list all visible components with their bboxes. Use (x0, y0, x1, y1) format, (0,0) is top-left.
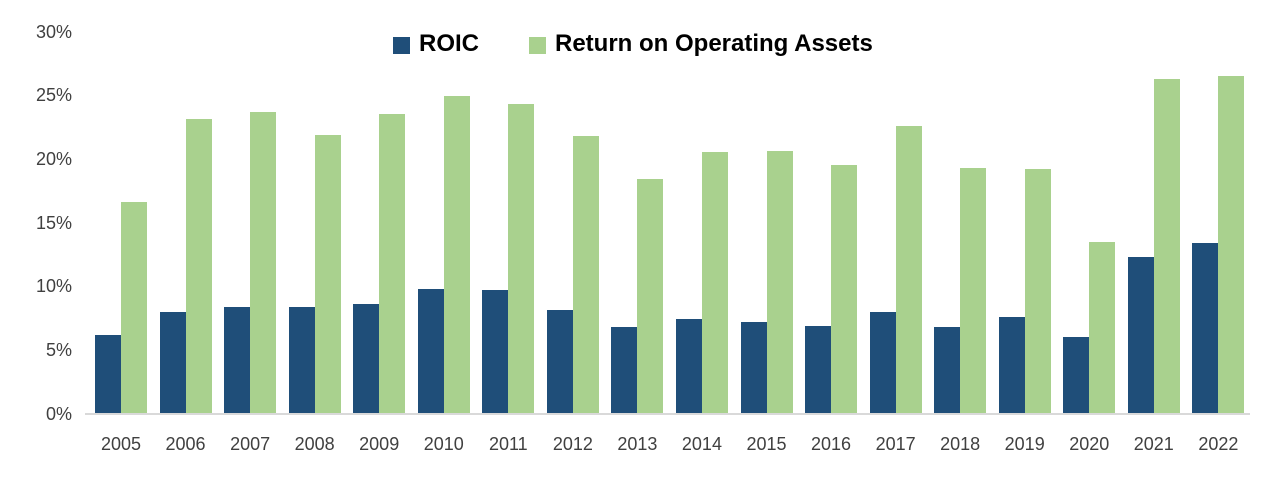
legend-label-roa: Return on Operating Assets (555, 30, 873, 57)
legend-swatch-roa (529, 36, 546, 54)
bar-roa-2005 (121, 202, 147, 414)
bar-roa-2018 (960, 167, 987, 414)
legend-item-roa: Return on Operating Assets (529, 30, 873, 58)
x-axis-label-2019: 2019 (1004, 434, 1045, 454)
bar-roic-2022 (1192, 242, 1219, 414)
bar-roic-2012 (546, 310, 573, 414)
x-axis-label-2018: 2018 (940, 434, 981, 454)
chart-legend: ROIC Return on Operating Assets (393, 30, 873, 58)
y-axis-tick-5: 5% (45, 339, 72, 360)
bar-roa-2020 (1089, 241, 1116, 414)
x-axis-label-2009: 2009 (359, 434, 400, 454)
x-axis-label-2016: 2016 (811, 434, 852, 454)
bar-roa-2022 (1218, 76, 1245, 414)
x-axis-label-2010: 2010 (423, 434, 464, 454)
y-axis-tick-20: 20% (35, 148, 72, 169)
x-axis-label-2013: 2013 (617, 434, 658, 454)
y-axis-tick-30: 30% (35, 21, 72, 42)
bar-roa-2009 (379, 114, 406, 414)
x-axis-label-2011: 2011 (488, 434, 528, 454)
bar-roa-2014 (701, 152, 728, 414)
bar-roa-2021 (1153, 78, 1180, 414)
bar-roa-2013 (637, 179, 664, 414)
x-axis-label-2006: 2006 (165, 434, 206, 454)
bar-roa-2012 (572, 135, 599, 414)
bar-roic-2020 (1063, 337, 1090, 414)
bar-roa-2007 (250, 111, 277, 414)
y-axis-tick-10: 10% (35, 276, 72, 297)
bar-roic-2010 (417, 288, 444, 414)
legend-label-roic: ROIC (419, 30, 479, 57)
x-axis-label-2020: 2020 (1069, 434, 1110, 454)
x-axis-label-2017: 2017 (875, 434, 916, 454)
bar-roic-2015 (740, 321, 767, 414)
y-axis-tick-15: 15% (35, 212, 72, 233)
bar-roic-2006 (159, 311, 186, 414)
bar-roa-2016 (831, 165, 858, 414)
x-axis-label-2008: 2008 (294, 434, 335, 454)
bar-roic-2018 (934, 326, 961, 414)
bar-roic-2007 (224, 306, 251, 414)
x-axis-label-2014: 2014 (681, 434, 722, 454)
bar-roic-2019 (998, 316, 1025, 414)
y-axis-tick-25: 25% (35, 85, 72, 106)
x-axis-label-2021: 2021 (1133, 434, 1174, 454)
bar-roic-2014 (675, 319, 702, 414)
x-axis-label-2012: 2012 (552, 434, 593, 454)
bar-roa-2017 (895, 125, 922, 414)
bar-roa-2010 (443, 96, 470, 414)
bar-roa-2011 (508, 104, 535, 414)
x-axis-label-2007: 2007 (230, 434, 271, 454)
x-axis-label-2005: 2005 (100, 434, 142, 454)
bar-roic-2017 (869, 311, 896, 414)
bar-roic-2016 (805, 325, 832, 414)
bar-roic-2011 (482, 289, 509, 414)
y-axis-tick-0: 0% (45, 403, 72, 424)
bar-roa-2015 (766, 151, 793, 414)
legend-swatch-roic (393, 36, 410, 54)
x-axis-label-2015: 2015 (746, 434, 787, 454)
x-axis-line (85, 413, 1250, 415)
bar-roa-2008 (314, 134, 341, 414)
bar-roic-2021 (1127, 256, 1154, 414)
bar-roa-2019 (1024, 169, 1051, 414)
bar-roic-2009 (353, 303, 380, 414)
bar-roic-2013 (611, 326, 638, 414)
bar-roic-2005 (95, 334, 121, 414)
legend-item-roic: ROIC (393, 30, 479, 58)
bar-roic-2008 (288, 306, 315, 414)
bar-roa-2006 (185, 119, 212, 414)
x-axis-label-2022: 2022 (1198, 434, 1239, 454)
